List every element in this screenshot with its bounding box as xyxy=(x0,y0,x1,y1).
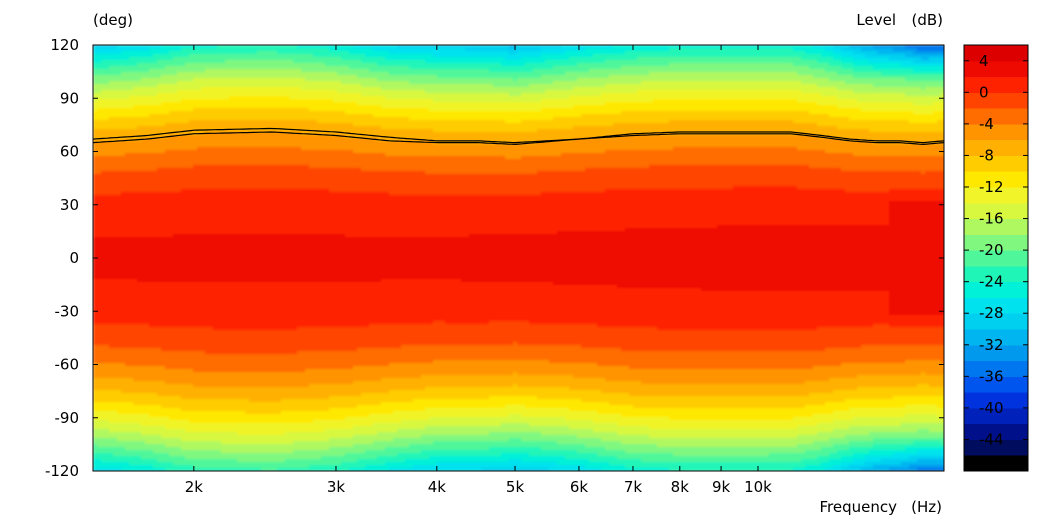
colorbar-band xyxy=(964,77,1028,93)
y-tick-label: 60 xyxy=(60,143,79,161)
x-axis-label: Frequency xyxy=(820,498,898,516)
x-tick-label: 8k xyxy=(671,478,690,496)
colorbar-tick-label: 0 xyxy=(979,83,989,101)
colorbar-tick-label: -32 xyxy=(979,336,1004,354)
colorbar-tick-label: -12 xyxy=(979,178,1004,196)
y-tick-label: -90 xyxy=(55,409,80,427)
colorbar: 4 0 -4 -8 -12 -16 -20 -24 -28 -32 -36 -40 -44 xyxy=(964,45,1028,472)
heatmap-area xyxy=(93,45,946,472)
y-tick-label: 120 xyxy=(50,36,79,54)
colorbar-tick-label: -36 xyxy=(979,367,1004,385)
colorbar-tick-label: 4 xyxy=(979,52,989,70)
y-tick-label: 30 xyxy=(60,196,79,214)
colorbar-tick-label: -20 xyxy=(979,241,1004,259)
y-axis-label: (deg) xyxy=(93,11,133,29)
colorbar-tick-label: -4 xyxy=(979,115,994,133)
colorbar-label-group: Level (dB) xyxy=(856,11,943,29)
x-tick-label: 4k xyxy=(428,478,447,496)
colorbar-tick-label: -44 xyxy=(979,430,1004,448)
colorbar-band xyxy=(964,45,1028,61)
x-tick-label: 5k xyxy=(506,478,525,496)
colorbar-tick-label: -28 xyxy=(979,304,1004,322)
colorbar-band xyxy=(964,140,1028,156)
x-tick-label: 9k xyxy=(712,478,731,496)
colorbar-label: Level xyxy=(856,11,896,29)
colorbar-band xyxy=(964,108,1028,124)
colorbar-tick-label: -24 xyxy=(979,273,1004,291)
colorbar-tick-label: -40 xyxy=(979,399,1004,417)
x-tick-label: 10k xyxy=(744,478,772,496)
x-axis-label-group: Frequency (Hz) xyxy=(820,498,943,516)
colorbar-band xyxy=(964,124,1028,140)
colorbar-band xyxy=(964,155,1028,171)
colorbar-tick-label: -8 xyxy=(979,146,994,164)
y-tick-label: -120 xyxy=(45,462,79,480)
y-tick-label: -30 xyxy=(55,302,80,320)
y-tick-label: -60 xyxy=(55,356,80,374)
y-tick-label: 90 xyxy=(60,89,79,107)
x-tick-label: 6k xyxy=(570,478,589,496)
colorbar-band xyxy=(964,61,1028,77)
colorbar-unit: (dB) xyxy=(911,11,943,29)
y-tick-label: 0 xyxy=(69,249,79,267)
colorbar-tick-label: -16 xyxy=(979,210,1004,228)
x-tick-label: 7k xyxy=(624,478,643,496)
colorbar-band xyxy=(964,92,1028,108)
colorbar-band xyxy=(964,455,1028,471)
x-axis-unit: (Hz) xyxy=(911,498,942,516)
x-tick-label: 3k xyxy=(327,478,346,496)
x-tick-label: 2k xyxy=(185,478,204,496)
